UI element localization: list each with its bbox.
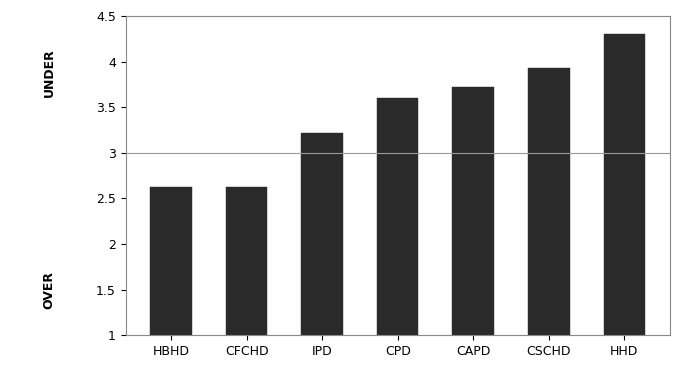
Bar (528, 68, 569, 335)
Bar (452, 87, 494, 335)
Bar (302, 133, 343, 335)
Text: OVER: OVER (43, 270, 56, 308)
Bar (377, 98, 419, 335)
Bar (226, 187, 268, 335)
Text: UNDER: UNDER (43, 49, 56, 97)
Bar (603, 34, 645, 335)
Bar (151, 187, 192, 335)
